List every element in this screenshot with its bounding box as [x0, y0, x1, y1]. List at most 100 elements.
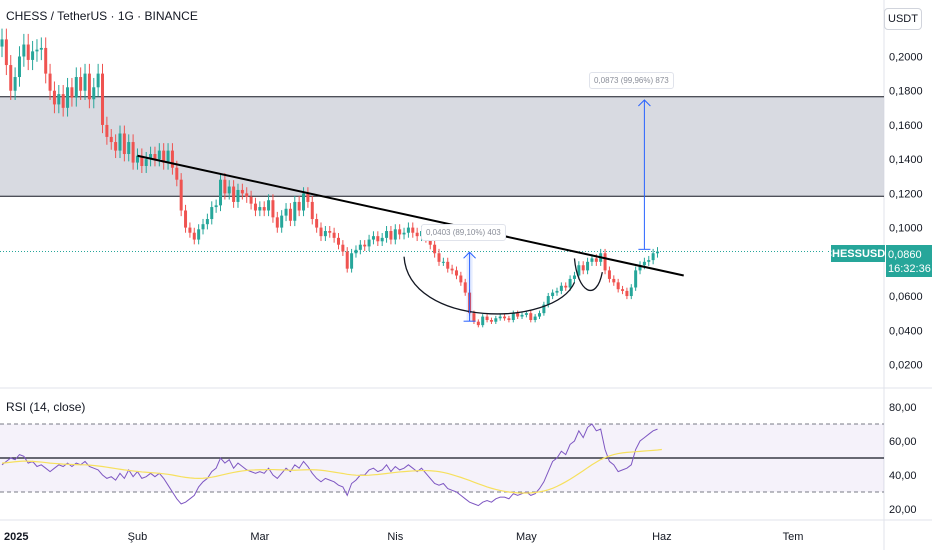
last-price-tag: 0,0860 16:32:36: [886, 245, 932, 277]
candle: [656, 251, 659, 254]
symbol-price-tag: CHESSUSDT: [824, 245, 892, 262]
candle: [437, 253, 441, 262]
price-tick-label: 0,2000: [889, 52, 923, 64]
candle: [489, 319, 493, 322]
candle: [354, 249, 358, 254]
candle: [275, 217, 279, 228]
candle: [249, 196, 253, 204]
candle: [529, 313, 533, 320]
rsi-title: RSI (14, close): [6, 400, 86, 414]
candle: [184, 210, 188, 228]
candle: [310, 201, 314, 220]
candle: [612, 278, 616, 283]
candle: [476, 321, 480, 326]
candle: [616, 282, 620, 290]
candle: [44, 47, 48, 74]
candle: [542, 304, 546, 314]
candle: [293, 201, 297, 221]
descending-trendline: [137, 154, 684, 277]
candle: [240, 189, 244, 194]
rsi-tick-label: 40,00: [889, 470, 917, 482]
candle: [105, 124, 109, 137]
candle: [538, 313, 542, 317]
cup-curve: [403, 256, 576, 315]
measure-1-range: [466, 252, 473, 322]
candle: [564, 285, 568, 288]
candle: [551, 292, 555, 297]
candle: [371, 236, 375, 240]
candle: [170, 150, 174, 168]
candle: [586, 261, 590, 271]
candle: [210, 207, 214, 220]
candle: [568, 278, 572, 288]
resistance-zone: [0, 96, 884, 197]
candle: [533, 316, 537, 320]
candle: [332, 232, 336, 238]
candle: [70, 87, 74, 98]
candle: [144, 159, 148, 167]
candle: [52, 90, 56, 105]
candle: [389, 231, 393, 240]
candle: [22, 44, 26, 57]
symbol-title: CHESS / TetherUS · 1G · BINANCE: [6, 9, 198, 23]
candle: [634, 270, 638, 288]
candle: [520, 314, 524, 317]
candle: [227, 186, 231, 194]
candle: [83, 73, 87, 91]
candle: [87, 73, 91, 100]
candle: [603, 253, 607, 271]
currency-button[interactable]: USDT: [884, 8, 922, 30]
candle: [302, 193, 306, 211]
candle: [188, 227, 192, 233]
candle: [17, 56, 21, 78]
candle: [494, 318, 498, 322]
candle: [201, 224, 205, 230]
candle: [328, 231, 332, 233]
candle: [472, 313, 476, 322]
candle: [127, 142, 131, 155]
candle: [214, 205, 218, 208]
candle: [411, 227, 415, 233]
candle: [109, 136, 113, 143]
candle: [135, 155, 139, 163]
candle: [638, 265, 642, 271]
countdown-value: 16:32:36: [888, 263, 931, 275]
candle: [642, 261, 646, 266]
candle: [319, 227, 323, 237]
candle: [363, 244, 367, 247]
candle: [4, 39, 8, 66]
candle: [446, 261, 450, 269]
candle: [450, 268, 454, 271]
candle: [157, 150, 161, 160]
candle: [559, 285, 563, 291]
candle: [498, 316, 502, 319]
candle: [572, 275, 576, 279]
candle: [507, 318, 511, 320]
candle: [607, 270, 611, 279]
candle: [621, 289, 625, 291]
candle: [406, 227, 410, 233]
candle: [162, 150, 166, 163]
candle: [66, 87, 70, 108]
rsi-line: [1, 423, 658, 507]
candle: [166, 150, 170, 163]
candle: [459, 275, 463, 283]
candle: [79, 77, 83, 91]
candle: [380, 237, 384, 242]
candle: [385, 231, 389, 238]
candle: [454, 270, 458, 276]
price-tick-label: 0,1800: [889, 86, 923, 98]
candle: [0, 39, 4, 47]
candle: [546, 296, 550, 305]
candle: [433, 244, 437, 254]
candle: [92, 87, 96, 100]
price-tick-label: 0,0600: [889, 291, 923, 303]
candle: [577, 265, 581, 276]
candle: [39, 47, 43, 50]
candle: [398, 229, 402, 235]
price-tick-label: 0,1000: [889, 223, 923, 235]
candle: [590, 258, 594, 262]
candle: [415, 232, 419, 237]
time-tick-label: Tem: [783, 531, 804, 543]
